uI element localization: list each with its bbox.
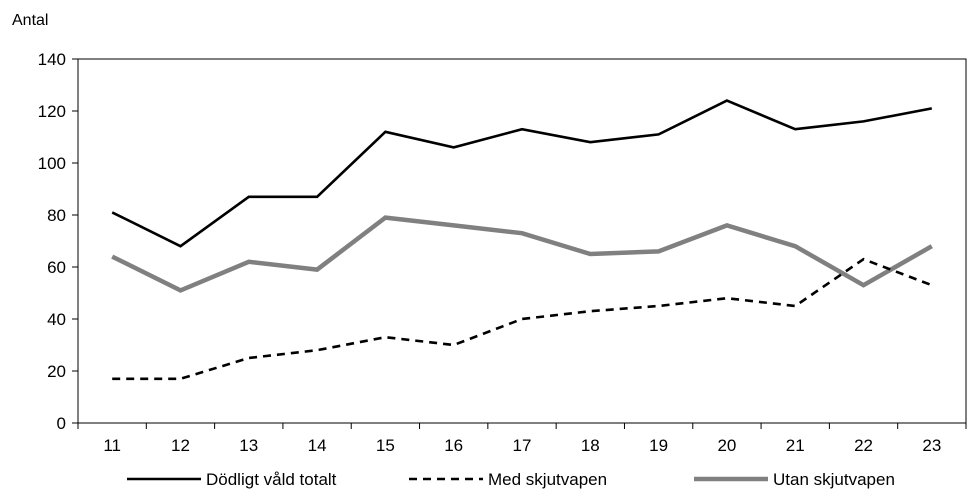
y-tick-label: 80	[47, 206, 66, 225]
series-lines	[111, 99, 933, 381]
legend-label-3: Utan skjutvapen	[773, 470, 895, 489]
x-tick-label: 17	[513, 436, 532, 455]
x-tick-label: 13	[239, 436, 258, 455]
series-line-1	[111, 99, 933, 248]
y-axis: 0 20 40 60 80 100 120 140	[38, 50, 78, 433]
series-line-3	[111, 215, 933, 293]
y-axis-title: Antal	[12, 12, 48, 29]
x-tick-label: 15	[376, 436, 395, 455]
legend-label-2: Med skjutvapen	[488, 470, 607, 489]
y-tick-label: 100	[38, 154, 66, 173]
y-tick-label: 0	[57, 414, 66, 433]
x-tick-label: 18	[581, 436, 600, 455]
x-tick-label: 11	[103, 436, 121, 455]
x-tick-label: 14	[308, 436, 327, 455]
x-tick-label: 12	[171, 436, 190, 455]
x-tick-label: 23	[922, 436, 941, 455]
y-tick-label: 140	[38, 50, 66, 69]
series-line-2	[112, 257, 933, 381]
x-tick-label: 16	[444, 436, 463, 455]
y-tick-label: 120	[38, 102, 66, 121]
x-tick-label: 20	[717, 436, 736, 455]
legend-label-1: Dödligt våld totalt	[206, 470, 337, 489]
y-tick-label: 40	[47, 310, 66, 329]
legend: Dödligt våld totalt Med skjutvapen Utan sk…	[127, 470, 895, 489]
y-tick-label: 60	[47, 258, 66, 277]
x-tick-label: 22	[854, 436, 873, 455]
x-tick-label: 19	[649, 436, 668, 455]
plot-frame	[77, 58, 967, 424]
x-axis: 11 12 13 14 15 16 17 18 19 20 21 22 23	[77, 423, 967, 455]
plot-border	[77, 58, 967, 424]
y-tick-label: 20	[47, 362, 66, 381]
x-tick-label: 21	[786, 436, 805, 455]
